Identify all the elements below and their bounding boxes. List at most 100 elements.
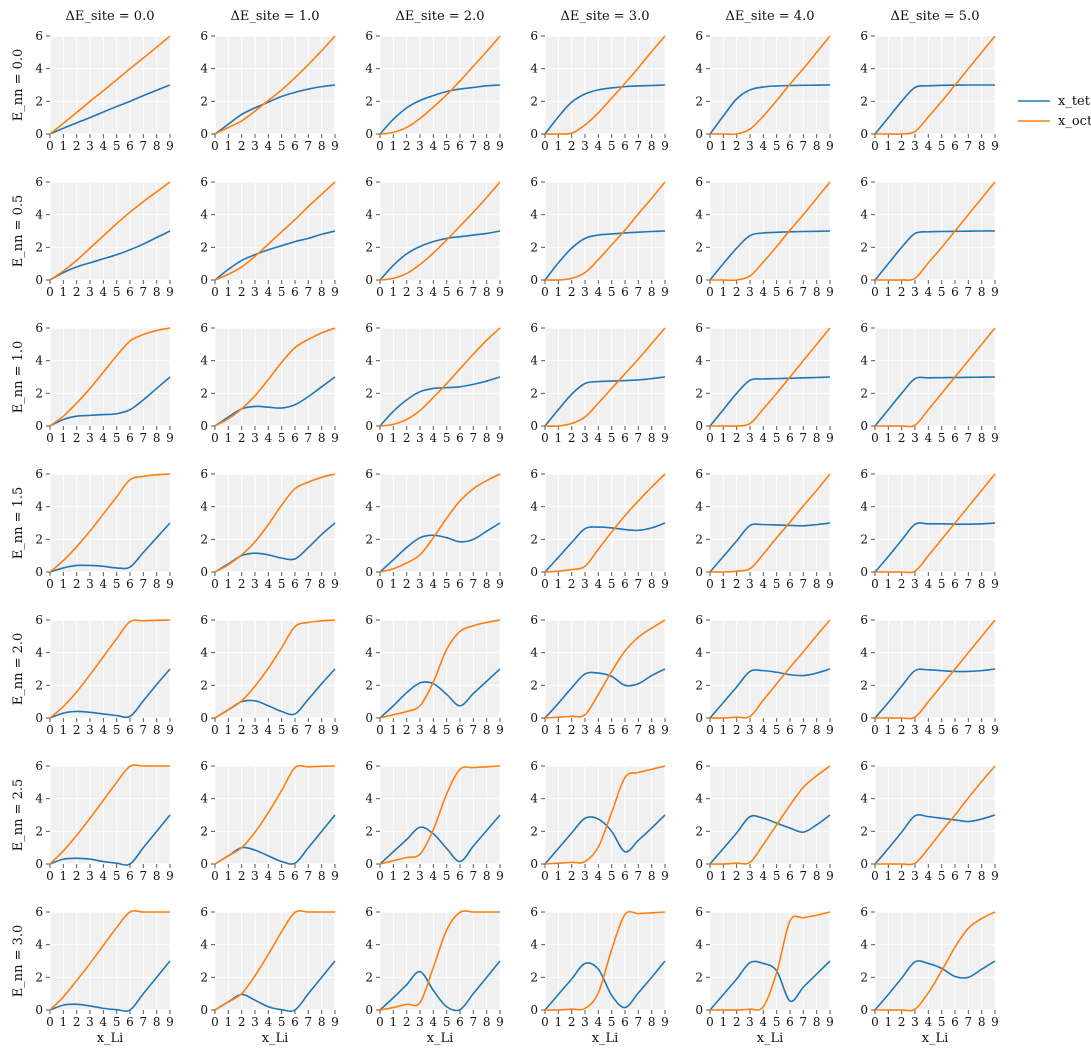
y-tick-label: 4 [530,792,538,806]
y-tick-label: 6 [860,175,868,189]
x-tick-label: 5 [113,723,121,737]
x-tick-label: 1 [390,577,398,591]
x-tick-label: 6 [456,869,464,883]
x-tick-label: 1 [60,577,68,591]
y-tick-label: 0 [200,273,208,287]
x-tick-label: 0 [46,577,54,591]
row-title: E_nn = 2.0 [11,633,26,706]
y-tick-label: 2 [365,678,373,692]
series-line-x-oct [875,327,996,428]
x-tick-label: 6 [456,577,464,591]
x-tick-label: 4 [265,1015,273,1029]
series-line-x-oct [379,765,501,865]
y-tick-label: 6 [530,905,538,919]
panel-background [215,474,335,572]
y-tick-label: 4 [365,938,373,952]
x-tick-label: 1 [555,139,563,153]
y-tick-label: 4 [365,354,373,368]
x-tick-label: 2 [238,869,246,883]
series-line-x-oct [214,327,336,427]
x-tick-label: 9 [496,139,504,153]
y-tick-label: 2 [860,824,868,838]
x-tick-label: 9 [991,431,999,445]
x-tick-label: 5 [608,869,616,883]
y-tick-label: 0 [695,127,703,141]
y-tick-label: 4 [200,208,208,222]
x-tick-label: 9 [496,285,504,299]
x-tick-label: 6 [456,431,464,445]
x-tick-label: 4 [595,577,603,591]
x-tick-label: 2 [73,577,81,591]
series-line-x-oct [710,35,831,136]
x-tick-label: 8 [153,285,161,299]
x-tick-label: 7 [965,139,973,153]
y-tick-label: 6 [365,321,373,335]
panel-background [380,766,500,864]
series-line-x-oct [710,181,831,282]
x-tick-label: 8 [648,869,656,883]
y-tick-label: 2 [200,678,208,692]
series-line-x-tet [214,960,336,1013]
x-tick-label: 4 [595,139,603,153]
x-tick-label: 6 [951,139,959,153]
x-tick-label: 4 [100,577,108,591]
series-line-x-oct [49,910,170,1011]
x-tick-label: 3 [86,1015,94,1029]
x-tick-label: 9 [661,869,669,883]
x-tick-label: 7 [305,723,313,737]
x-tick-label: 4 [595,723,603,737]
x-tick-label: 7 [965,723,973,737]
x-tick-label: 3 [746,577,754,591]
x-tick-label: 0 [46,431,54,445]
y-tick-label: 2 [35,824,43,838]
panel-background [380,912,500,1010]
y-tick-label: 4 [860,354,868,368]
column-title: ΔE_site = 5.0 [891,9,980,24]
y-tick-label: 0 [365,711,373,725]
x-tick-label: 6 [291,869,299,883]
series-line-x-tet [874,668,996,719]
series-line-x-tet [49,668,171,719]
y-tick-label: 4 [695,62,703,76]
y-tick-label: 0 [35,273,43,287]
x-tick-label: 1 [720,285,728,299]
x-tick-label: 6 [621,139,629,153]
x-tick-label: 9 [331,285,339,299]
panel-background [710,766,830,864]
x-tick-label: 0 [376,723,384,737]
y-tick-label: 2 [200,240,208,254]
y-tick-label: 2 [365,386,373,400]
x-tick-label: 0 [541,723,549,737]
y-tick-label: 6 [860,905,868,919]
x-tick-label: 5 [113,577,121,591]
x-tick-label: 0 [706,285,714,299]
x-tick-label: 6 [456,285,464,299]
y-tick-label: 4 [200,62,208,76]
y-tick-label: 2 [35,678,43,692]
x-tick-label: 2 [568,1015,576,1029]
y-tick-label: 0 [530,1003,538,1017]
x-axis-label: x_Li [262,1031,289,1046]
y-tick-label: 6 [35,759,43,773]
x-tick-label: 7 [800,869,808,883]
x-tick-label: 9 [826,139,834,153]
x-tick-label: 2 [733,577,741,591]
x-tick-label: 9 [826,431,834,445]
y-tick-label: 6 [35,29,43,43]
y-tick-label: 4 [530,62,538,76]
x-tick-label: 7 [140,1015,148,1029]
x-tick-label: 5 [608,1015,616,1029]
x-tick-label: 3 [911,1015,919,1029]
panel-background [215,36,335,134]
x-tick-label: 3 [86,577,94,591]
x-tick-label: 9 [496,577,504,591]
